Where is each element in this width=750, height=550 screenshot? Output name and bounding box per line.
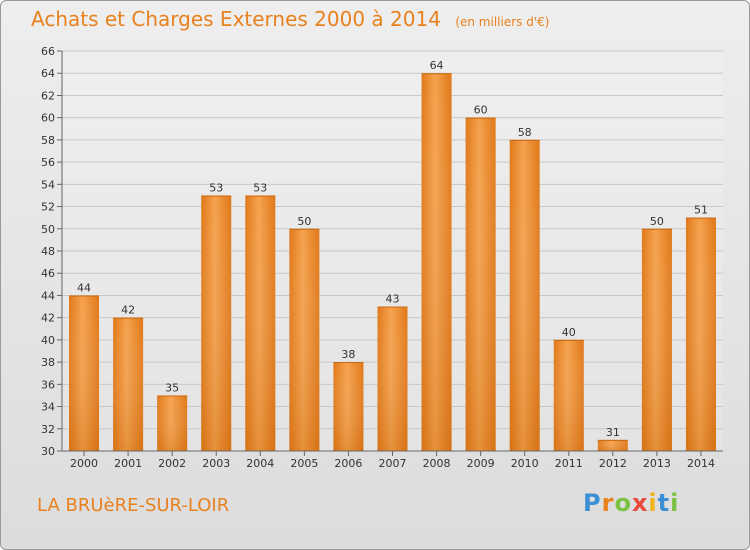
x-tick-label: 2003 xyxy=(202,457,230,470)
x-tick-label: 2006 xyxy=(334,457,362,470)
bar-value-label: 50 xyxy=(650,215,664,228)
axes: 30 32 34 36 38 40 42 44 46 48 50 52 54 56 58 60 62 64 66 20… xyxy=(41,45,723,470)
x-tick-label: 2010 xyxy=(511,457,539,470)
bar-shade xyxy=(333,362,364,451)
x-tick-label: 2008 xyxy=(423,457,451,470)
bar-value-label: 42 xyxy=(121,304,135,317)
logo-letter: P xyxy=(583,489,602,517)
x-tick-label: 2001 xyxy=(114,457,142,470)
x-tick-label: 2004 xyxy=(246,457,274,470)
chart-title: Achats et Charges Externes 2000 à 2014 (… xyxy=(31,7,549,31)
x-tick-label: 2012 xyxy=(599,457,627,470)
bar-shade xyxy=(245,195,276,451)
bar-value-label: 53 xyxy=(253,181,267,194)
bar-value-label: 38 xyxy=(341,348,355,361)
y-tick-label: 34 xyxy=(41,401,55,414)
y-tick-label: 38 xyxy=(41,356,55,369)
bar-shade xyxy=(69,295,100,451)
x-tick-label: 2014 xyxy=(687,457,715,470)
bar-shade xyxy=(157,395,188,451)
x-tick-label: 2000 xyxy=(70,457,98,470)
logo-letter: r xyxy=(601,489,615,517)
bar-value-label: 31 xyxy=(606,426,620,439)
logo-letter: i xyxy=(670,489,680,517)
bar-shade xyxy=(553,339,584,451)
bar-value-label: 50 xyxy=(297,215,311,228)
bar-shade xyxy=(113,317,144,451)
chart-title-text: Achats et Charges Externes 2000 à 2014 xyxy=(31,7,441,31)
bar-shade xyxy=(377,306,408,451)
bar-value-label: 51 xyxy=(694,204,708,217)
bars: 44 42 35 53 53 50 38 43 64 60 58 40 31 50 51 xyxy=(69,59,716,452)
y-tick-label: 32 xyxy=(41,423,55,436)
proxiti-logo: Proxiti xyxy=(583,489,679,517)
y-tick-label: 62 xyxy=(41,89,55,102)
y-tick-label: 64 xyxy=(41,67,55,80)
bar-shade xyxy=(421,73,452,451)
x-tick-label: 2005 xyxy=(290,457,318,470)
bar-shade xyxy=(201,195,232,451)
y-tick-label: 50 xyxy=(41,223,55,236)
bar-shade xyxy=(465,117,496,452)
bar-value-label: 58 xyxy=(518,126,532,139)
y-tick-label: 36 xyxy=(41,378,55,391)
bar-shade xyxy=(289,228,320,451)
chart-subtitle: (en milliers d'€) xyxy=(455,15,550,29)
y-tick-label: 54 xyxy=(41,178,55,191)
x-tick-label: 2011 xyxy=(555,457,583,470)
bar-value-label: 64 xyxy=(430,59,444,72)
logo-letter: o xyxy=(614,489,632,517)
logo-letter: i xyxy=(648,489,658,517)
logo-letter: x xyxy=(631,489,649,517)
bar-value-label: 40 xyxy=(562,326,576,339)
y-tick-label: 46 xyxy=(41,267,55,280)
bar-value-label: 35 xyxy=(165,381,179,394)
bar-value-label: 43 xyxy=(386,293,400,306)
logo-letter: t xyxy=(657,489,671,517)
bar-shade xyxy=(509,139,540,451)
bar-shade xyxy=(641,228,672,451)
bar-shade xyxy=(685,217,716,451)
y-tick-label: 30 xyxy=(41,445,55,458)
y-tick-label: 44 xyxy=(41,289,55,302)
y-tick-label: 52 xyxy=(41,201,55,214)
y-tick-label: 56 xyxy=(41,156,55,169)
bar-shade xyxy=(597,439,628,451)
y-tick-label: 48 xyxy=(41,245,55,258)
y-tick-label: 66 xyxy=(41,45,55,58)
y-tick-label: 58 xyxy=(41,134,55,147)
x-tick-label: 2002 xyxy=(158,457,186,470)
y-tick-label: 42 xyxy=(41,312,55,325)
bar-value-label: 53 xyxy=(209,181,223,194)
commune-name: LA BRUèRE-SUR-LOIR xyxy=(37,495,230,516)
bar-value-label: 44 xyxy=(77,281,91,294)
bar-value-label: 60 xyxy=(474,104,488,117)
x-tick-label: 2007 xyxy=(379,457,407,470)
x-tick-label: 2009 xyxy=(467,457,495,470)
y-tick-label: 60 xyxy=(41,112,55,125)
x-tick-label: 2013 xyxy=(643,457,671,470)
y-tick-label: 40 xyxy=(41,334,55,347)
